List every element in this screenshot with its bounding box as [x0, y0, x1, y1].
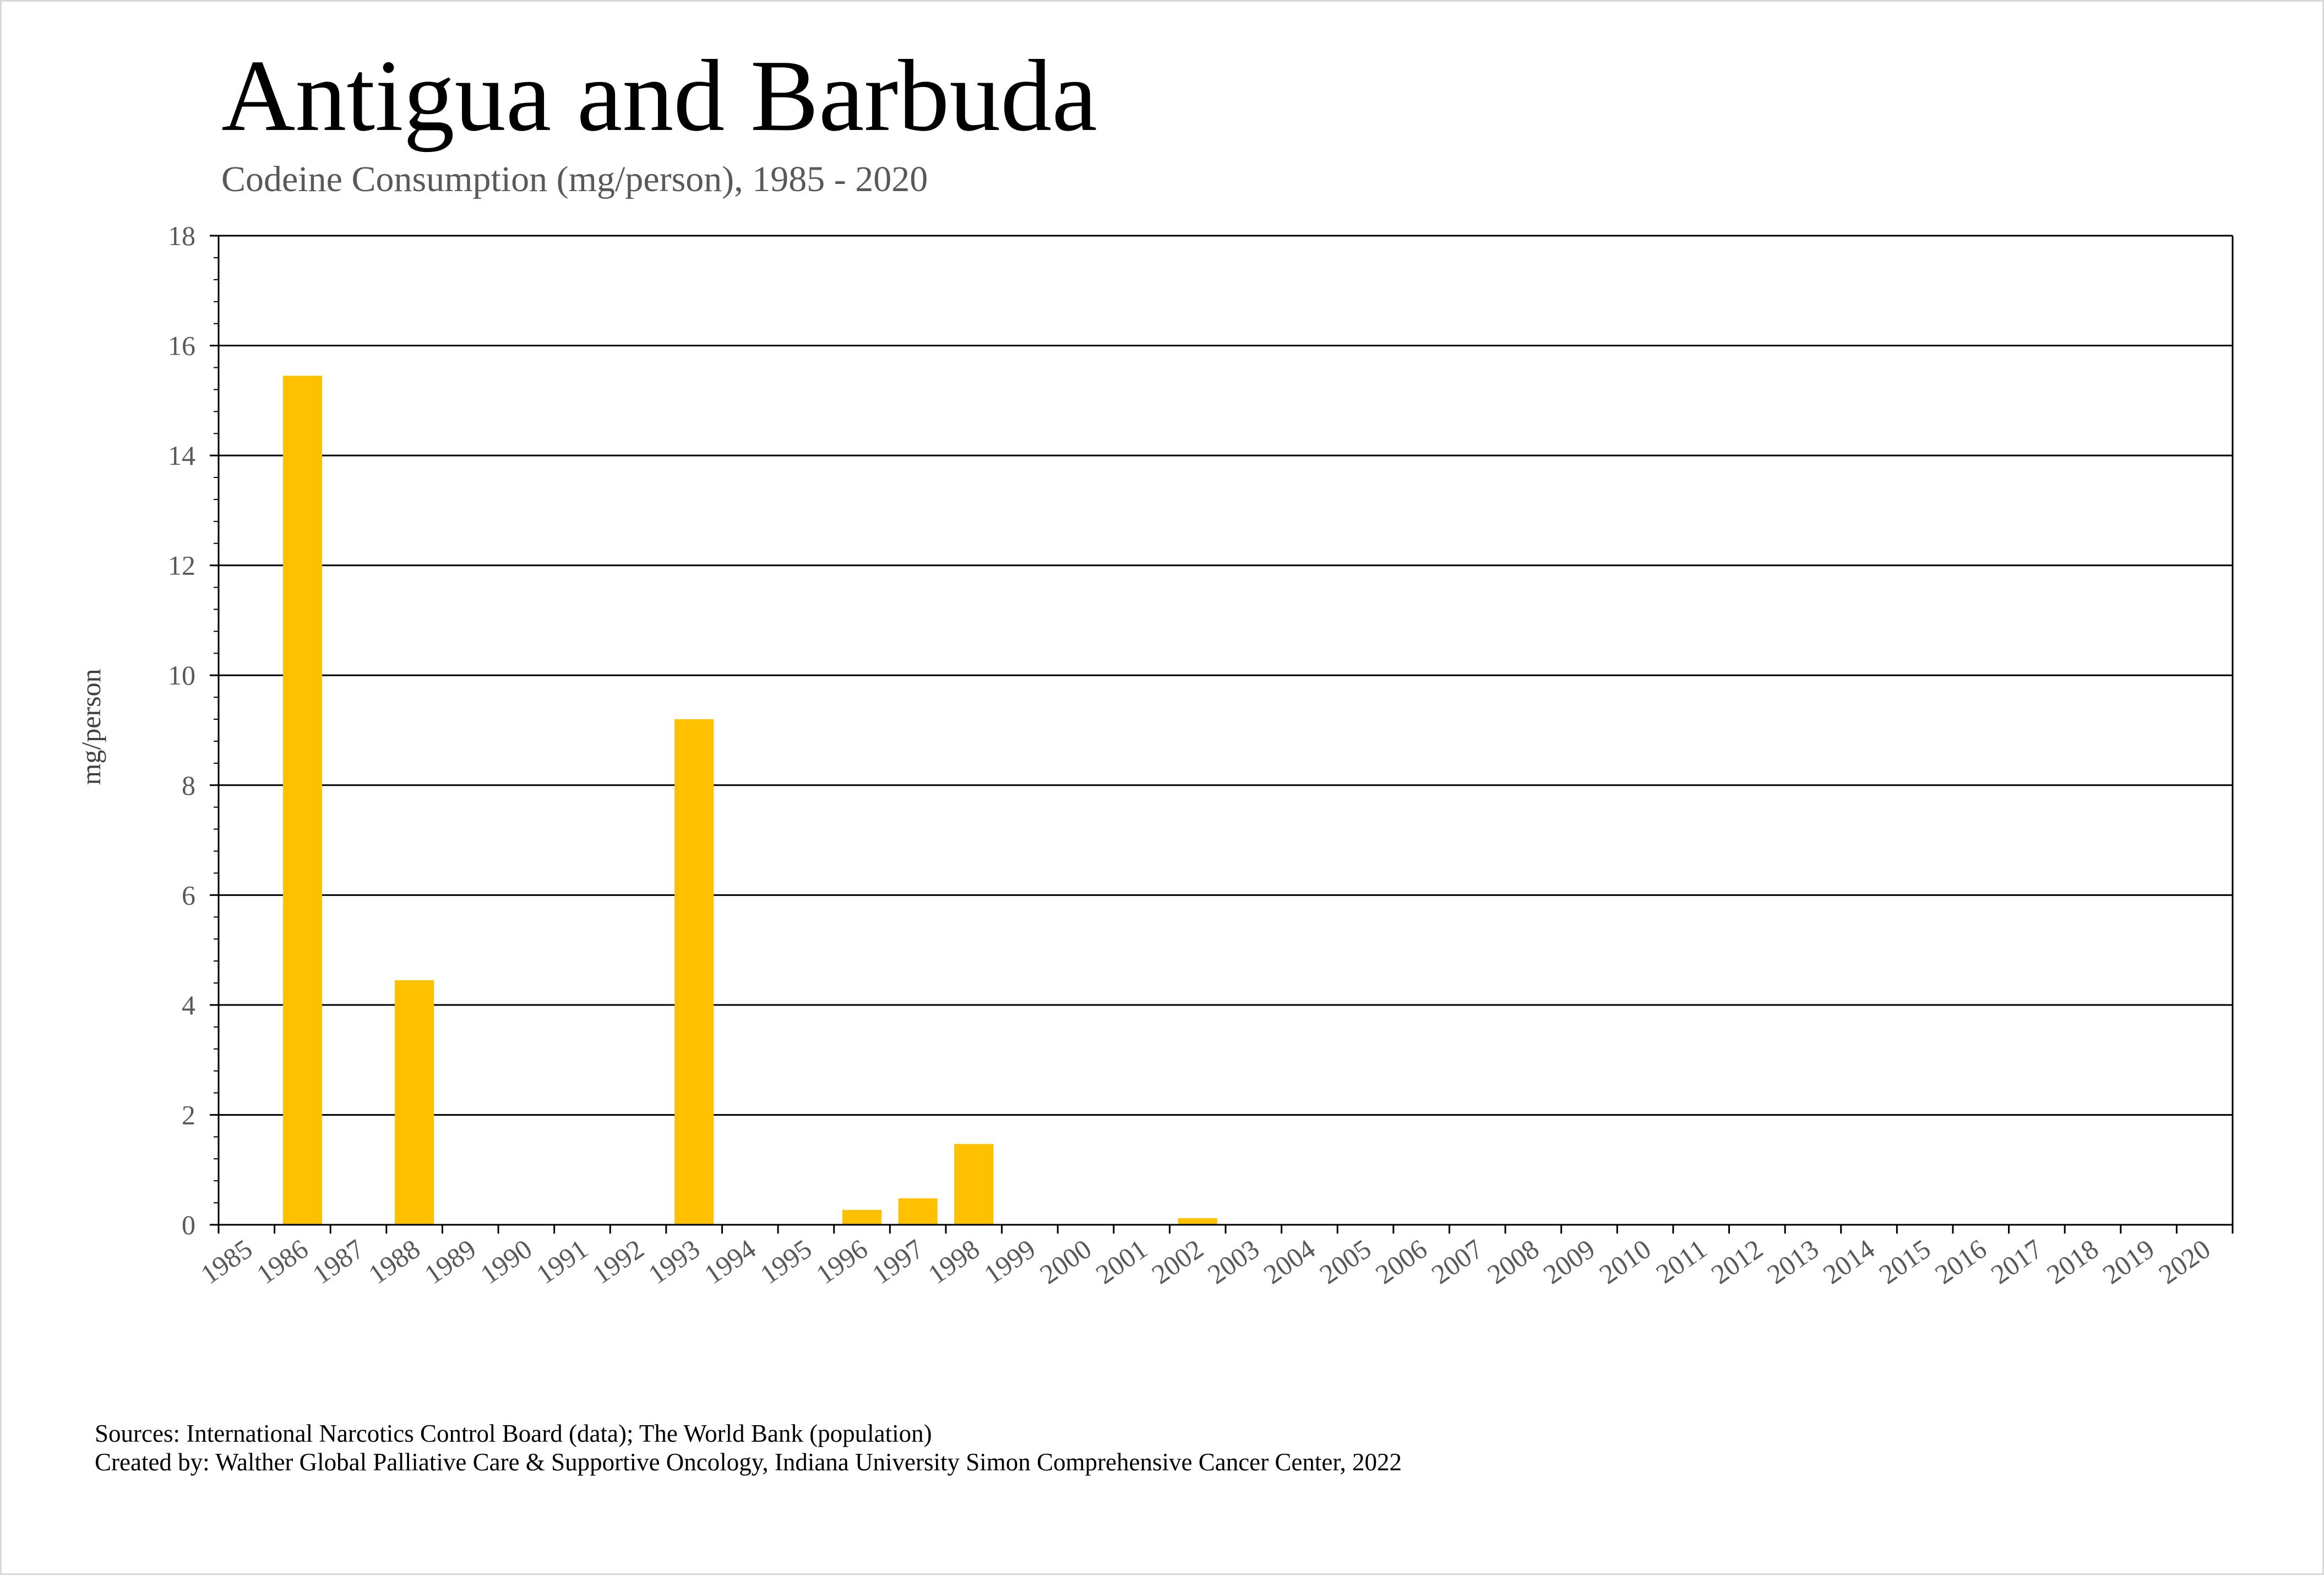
- bar-1986: [282, 376, 322, 1225]
- x-tick-label: 2009: [1538, 1233, 1601, 1290]
- x-tick-label: 2016: [1929, 1233, 1992, 1290]
- x-tick-label: 2000: [1034, 1233, 1097, 1290]
- y-tick-label: 10: [168, 660, 195, 691]
- y-tick-label: 16: [168, 330, 195, 361]
- axes: [217, 236, 2234, 1226]
- bar-1997: [898, 1198, 938, 1225]
- x-tick-label: 1987: [307, 1233, 369, 1290]
- chart-subtitle: Codeine Consumption (mg/person), 1985 - …: [221, 159, 928, 199]
- x-tick-label: 2011: [1650, 1233, 1712, 1289]
- footer-sources: Sources: International Narcotics Control…: [95, 1420, 932, 1447]
- x-tick-label: 2012: [1706, 1233, 1768, 1290]
- y-tick-label: 14: [168, 440, 195, 471]
- y-tick-label: 18: [168, 220, 195, 251]
- x-tick-label: 1995: [754, 1233, 817, 1290]
- bar-1993: [674, 719, 714, 1225]
- y-axis-ticks: 0 2 4 6 8 10 12 14 16 18: [168, 220, 219, 1240]
- x-tick-label: 2005: [1314, 1233, 1376, 1290]
- bar-2002: [1178, 1218, 1217, 1225]
- x-tick-label: 1991: [531, 1233, 594, 1290]
- y-tick-label: 2: [182, 1099, 195, 1130]
- y-tick-label: 8: [182, 770, 195, 801]
- footer-created-by: Created by: Walther Global Palliative Ca…: [95, 1448, 1402, 1476]
- y-tick-label: 4: [182, 990, 195, 1020]
- x-tick-label: 1993: [643, 1233, 705, 1290]
- y-tick-label: 12: [168, 550, 195, 581]
- x-tick-label: 1989: [419, 1233, 482, 1290]
- x-tick-label: 2018: [2041, 1233, 2104, 1290]
- bar-1988: [395, 980, 434, 1225]
- x-tick-label: 2002: [1146, 1233, 1209, 1290]
- x-tick-label: 1992: [586, 1233, 649, 1290]
- x-tick-label: 1997: [866, 1233, 929, 1290]
- bar-1996: [842, 1210, 882, 1225]
- x-tick-label: 1996: [810, 1233, 873, 1290]
- x-tick-label: 2013: [1761, 1233, 1824, 1290]
- x-tick-label: 2010: [1593, 1233, 1656, 1290]
- x-tick-label: 2015: [1873, 1233, 1936, 1290]
- x-tick-label: 1988: [363, 1233, 426, 1290]
- x-tick-label: 2014: [1817, 1233, 1880, 1290]
- x-tick-label: 2007: [1426, 1233, 1489, 1290]
- chart-title: Antigua and Barbuda: [221, 39, 1097, 153]
- x-tick-label: 1994: [699, 1233, 761, 1290]
- x-tick-label: 1985: [195, 1233, 258, 1290]
- x-tick-label: 1998: [922, 1233, 985, 1290]
- x-tick-label: 2020: [2153, 1233, 2216, 1290]
- x-tick-label: 2003: [1202, 1233, 1265, 1290]
- x-tick-label: 1999: [978, 1233, 1041, 1290]
- x-tick-label: 2006: [1370, 1233, 1433, 1290]
- y-tick-label: 6: [182, 879, 195, 910]
- x-tick-label: 2017: [1985, 1233, 2048, 1290]
- bar-1998: [954, 1144, 994, 1225]
- bars: [282, 376, 1217, 1225]
- x-tick-label: 2004: [1258, 1233, 1321, 1290]
- y-axis-label: mg/person: [75, 669, 106, 785]
- x-tick-label: 1990: [475, 1233, 537, 1290]
- x-tick-label: 2019: [2097, 1233, 2160, 1290]
- y-tick-label: 0: [182, 1209, 195, 1240]
- x-axis-ticks: 1985198619871988198919901991199219931994…: [195, 1225, 2234, 1290]
- x-tick-label: 2008: [1482, 1233, 1544, 1290]
- gridlines: [219, 235, 2233, 1116]
- x-tick-label: 2001: [1090, 1233, 1153, 1290]
- x-tick-label: 1986: [251, 1233, 314, 1290]
